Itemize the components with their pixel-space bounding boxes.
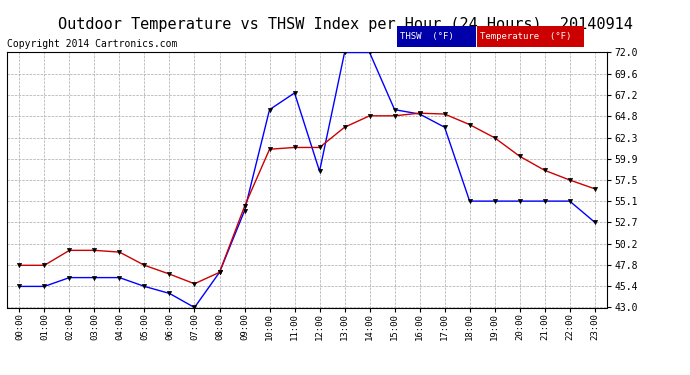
Text: Outdoor Temperature vs THSW Index per Hour (24 Hours)  20140914: Outdoor Temperature vs THSW Index per Ho… [57,17,633,32]
Text: Copyright 2014 Cartronics.com: Copyright 2014 Cartronics.com [7,39,177,50]
Text: Temperature  (°F): Temperature (°F) [480,32,571,41]
Text: THSW  (°F): THSW (°F) [400,32,453,41]
